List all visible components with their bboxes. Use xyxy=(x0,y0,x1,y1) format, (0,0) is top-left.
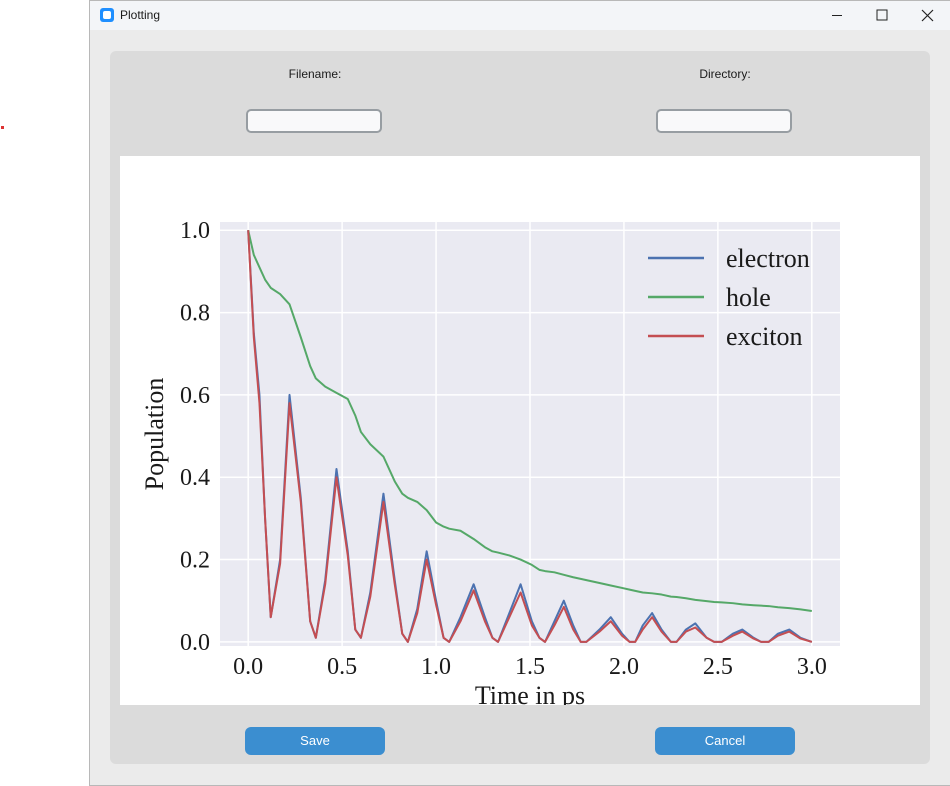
chart: 0.0 0.5 1.0 1.5 2.0 2.5 3.0 0.0 0.2 0.4 0.6 0.8 1.0 T… xyxy=(120,156,920,705)
legend-label: exciton xyxy=(726,322,803,351)
app-icon xyxy=(100,8,114,22)
filename-label: Filename: xyxy=(288,67,342,81)
y-tick-label: 0.6 xyxy=(180,383,210,409)
close[interactable] xyxy=(921,9,934,22)
x-tick-label: 0.0 xyxy=(233,654,263,680)
y-tick-label: 0.8 xyxy=(180,301,210,327)
line xyxy=(247,230,812,612)
x-tick-label: 1.0 xyxy=(421,654,451,680)
directory-label: Directory: xyxy=(699,67,751,81)
line xyxy=(247,230,813,643)
y-tick-label: 0.2 xyxy=(180,548,210,574)
y-tick-label: 1.0 xyxy=(180,218,210,244)
x-axis-label: Time in ps xyxy=(475,681,585,705)
filename-input[interactable] xyxy=(246,109,382,133)
legend-label: electron xyxy=(726,244,810,273)
x-tick-label: 2.0 xyxy=(609,654,639,680)
legend-label: hole xyxy=(726,283,771,312)
save-button[interactable]: Save xyxy=(245,727,385,755)
directory-input[interactable] xyxy=(656,109,792,133)
maximize[interactable] xyxy=(876,9,888,21)
window-controls[interactable] xyxy=(820,1,950,30)
title-bar: Plotting xyxy=(90,1,950,30)
y-tick-label: 0.0 xyxy=(180,630,210,656)
window-title: Plotting xyxy=(120,8,161,22)
y-axis-label: Population xyxy=(140,378,169,491)
x-tick-label: 2.5 xyxy=(703,654,733,680)
red-dot xyxy=(1,126,4,129)
y-tick-label: 0.4 xyxy=(180,465,210,491)
x-tick-label: 3.0 xyxy=(797,654,827,680)
cancel-button[interactable]: Cancel xyxy=(655,727,795,755)
x-tick-label: 0.5 xyxy=(327,654,357,680)
x-tick-label: 1.5 xyxy=(515,654,545,680)
